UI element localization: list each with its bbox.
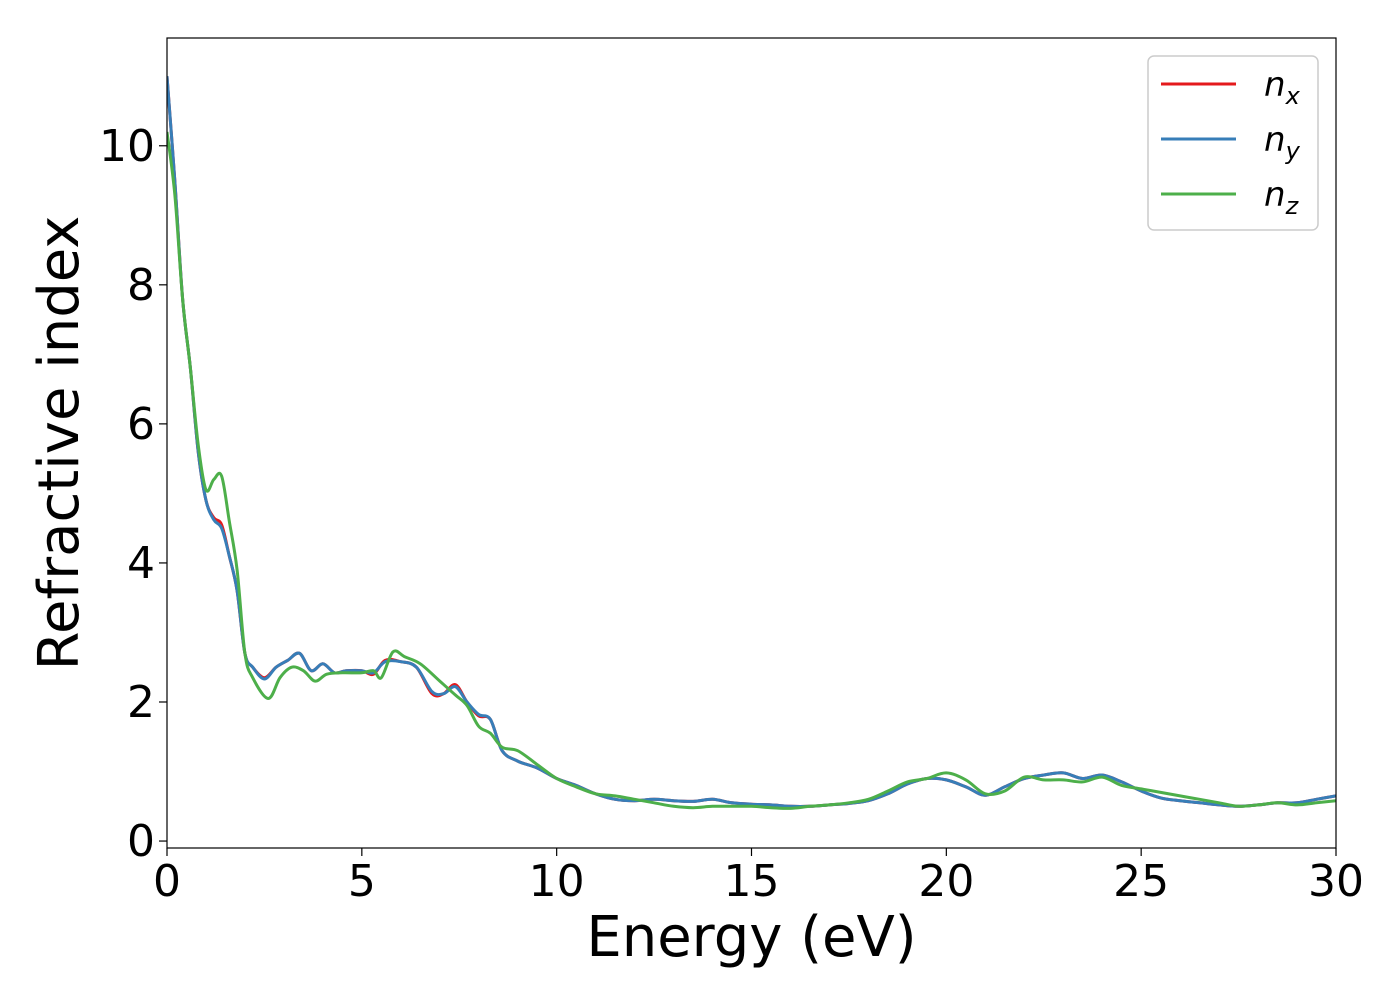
legend: nx ny nz bbox=[1147, 55, 1319, 231]
y-tick-label: 8 bbox=[127, 260, 155, 311]
legend-label-z: nz bbox=[1264, 175, 1300, 220]
x-tick-label: 15 bbox=[724, 856, 780, 907]
legend-label-x: nx bbox=[1264, 65, 1301, 110]
x-tick-label: 30 bbox=[1308, 856, 1364, 907]
legend-label-y: ny bbox=[1264, 120, 1301, 165]
x-axis-label: Energy (eV) bbox=[586, 905, 916, 970]
y-axis-label: Refractive index bbox=[27, 216, 92, 671]
y-tick-label: 4 bbox=[127, 538, 155, 589]
legend-box bbox=[1147, 55, 1319, 231]
axis-ticks: 0 5 10 15 20 25 30 0 2 4 6 8 10 bbox=[99, 121, 1364, 907]
x-tick-label: 20 bbox=[918, 856, 974, 907]
series-line-n-z bbox=[167, 131, 1336, 810]
series-line-n-y bbox=[167, 76, 1336, 808]
y-tick-label: 0 bbox=[127, 816, 155, 867]
y-tick-label: 6 bbox=[127, 399, 155, 450]
y-tick-label: 2 bbox=[127, 677, 155, 728]
x-tick-label: 0 bbox=[153, 856, 181, 907]
y-tick-label: 10 bbox=[99, 121, 155, 172]
x-tick-label: 5 bbox=[348, 856, 376, 907]
x-tick-label: 25 bbox=[1113, 856, 1169, 907]
series-layer bbox=[167, 76, 1336, 810]
x-tick-label: 10 bbox=[529, 856, 585, 907]
